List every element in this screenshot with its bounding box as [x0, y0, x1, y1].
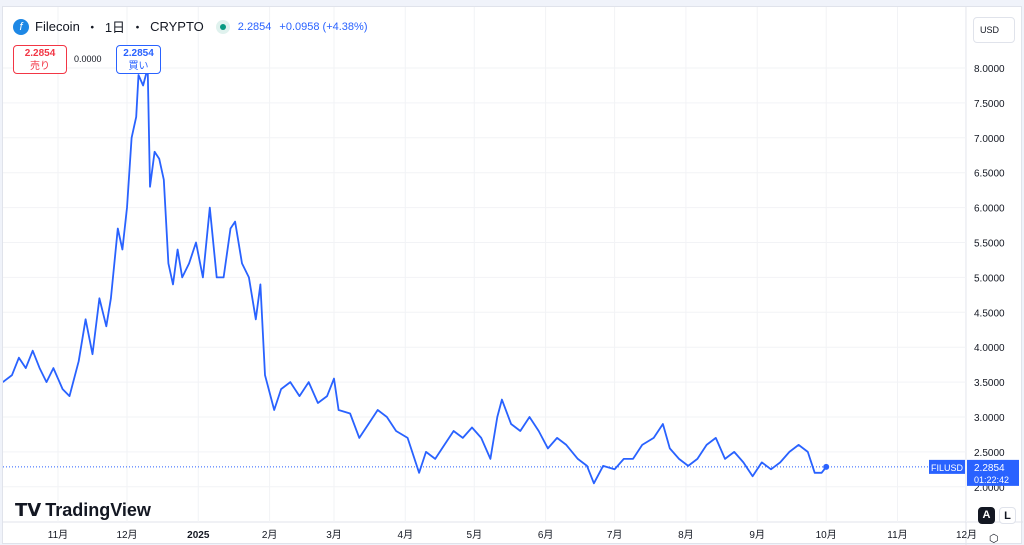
currency-select[interactable]: USD	[973, 17, 1015, 43]
auto-scale-button[interactable]: A	[978, 507, 995, 524]
sell-label: 売り	[14, 60, 66, 73]
x-tick-label: 8月	[678, 529, 694, 541]
tradingview-logo-icon: 𝗧𝗩	[15, 500, 41, 521]
y-tick-label: 4.0000	[974, 343, 1005, 354]
price-tag-countdown: 01:22:42	[974, 475, 1009, 485]
price-tag-value: 2.2854	[974, 463, 1005, 474]
x-tick-label: 12月	[116, 529, 137, 541]
x-tick-label: 11月	[48, 529, 68, 541]
x-tick-label: 4月	[398, 529, 414, 541]
last-price: 2.2854	[238, 21, 272, 33]
x-tick-label: 2025	[187, 530, 210, 541]
buy-price: 2.2854	[117, 47, 160, 60]
market-open-status-icon	[216, 20, 230, 34]
settings-gear-icon[interactable]: ⬡	[989, 532, 999, 545]
x-tick-label: 11月	[887, 529, 907, 541]
symbol-tag-label: FILUSD	[931, 463, 964, 473]
sell-price: 2.2854	[14, 47, 66, 60]
y-tick-label: 7.5000	[974, 99, 1005, 110]
y-tick-label: 5.0000	[974, 273, 1005, 284]
x-tick-label: 12月	[956, 529, 977, 541]
log-scale-button[interactable]: L	[999, 507, 1016, 524]
y-tick-label: 8.0000	[974, 64, 1005, 75]
y-tick-label: 3.0000	[974, 413, 1005, 424]
spread: 0.0000	[74, 54, 102, 64]
separator: ・	[131, 17, 144, 36]
y-tick-label: 5.5000	[974, 239, 1005, 250]
symbol-name[interactable]: Filecoin	[35, 19, 80, 34]
exchange: CRYPTO	[150, 19, 204, 34]
brand-name: TradingView	[45, 500, 151, 521]
filecoin-logo-icon: f	[13, 19, 29, 35]
x-tick-label: 6月	[538, 529, 554, 541]
separator: ・	[86, 17, 99, 36]
x-tick-label: 5月	[467, 529, 483, 541]
price-change: +0.0958 (+4.38%)	[279, 21, 367, 33]
y-tick-label: 7.0000	[974, 134, 1005, 145]
last-price-marker	[823, 464, 829, 470]
y-tick-label: 4.5000	[974, 308, 1005, 319]
x-tick-label: 9月	[749, 529, 765, 541]
price-series-line	[3, 68, 826, 483]
y-tick-label: 2.5000	[974, 448, 1005, 459]
x-tick-label: 2月	[262, 529, 278, 541]
y-tick-label: 6.0000	[974, 204, 1005, 215]
x-tick-label: 7月	[607, 529, 623, 541]
symbol-header: f Filecoin ・ 1日 ・ CRYPTO 2.2854 +0.0958 …	[13, 17, 368, 36]
x-tick-label: 10月	[816, 529, 837, 541]
buy-label: 買い	[117, 60, 160, 73]
interval[interactable]: 1日	[105, 17, 125, 36]
price-chart[interactable]: 2.00002.50003.00003.50004.00004.50005.00…	[3, 7, 1023, 545]
y-tick-label: 6.5000	[974, 169, 1005, 180]
x-tick-label: 3月	[326, 529, 342, 541]
y-tick-label: 3.5000	[974, 378, 1005, 389]
